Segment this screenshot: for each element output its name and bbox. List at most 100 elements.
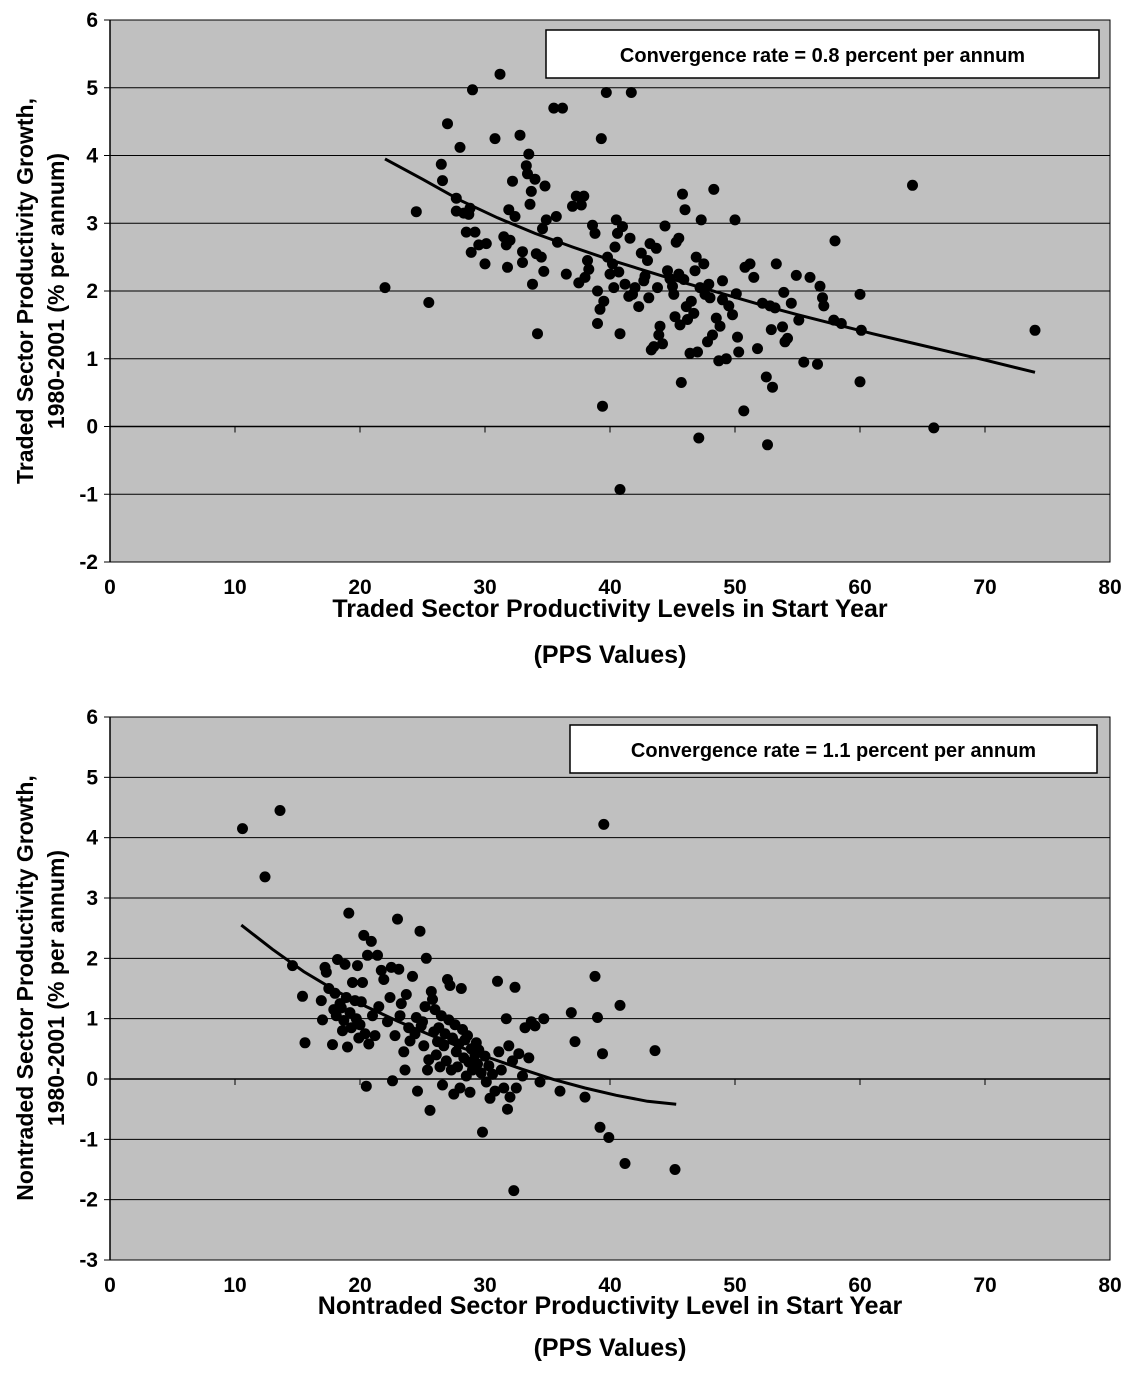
data-point (582, 255, 593, 266)
y-tick-label-5: 5 (86, 766, 98, 789)
data-point (372, 949, 383, 961)
data-point (598, 295, 610, 307)
data-point (814, 280, 826, 292)
data-point (454, 1082, 466, 1094)
plot-area (109, 716, 1111, 1261)
data-point (698, 258, 710, 270)
data-point (525, 185, 537, 197)
data-point (523, 148, 535, 160)
data-point (517, 1070, 528, 1082)
x-tick-label-40: 40 (598, 1274, 621, 1297)
data-point (480, 1076, 492, 1088)
axes (104, 716, 1111, 1261)
data-point (489, 133, 501, 145)
data-point (659, 220, 671, 232)
x-tick-label-30: 30 (473, 576, 496, 599)
data-point (337, 1025, 348, 1037)
axes (104, 19, 1111, 563)
data-point (635, 247, 647, 259)
data-point (657, 338, 668, 350)
data-point (477, 1126, 488, 1138)
data-point (527, 278, 538, 290)
data-point (387, 1075, 398, 1087)
data-point (729, 214, 741, 226)
data-point (762, 439, 773, 451)
trendline (384, 157, 1036, 374)
data-point (440, 1055, 452, 1067)
data-point (339, 958, 351, 970)
data-point (465, 246, 477, 258)
x-axis-title-line1: Nontraded Sector Productivity Level in S… (318, 1292, 903, 1320)
data-point (614, 484, 626, 495)
data-point (778, 286, 790, 298)
data-point (317, 1014, 328, 1026)
data-point (629, 282, 641, 294)
data-point (259, 871, 271, 883)
data-point (579, 1091, 591, 1103)
x-tick-label-30: 30 (473, 1274, 496, 1297)
data-point (362, 949, 373, 961)
data-point (777, 321, 788, 333)
data-point (297, 990, 308, 1002)
data-point (342, 1041, 353, 1053)
data-point (804, 271, 816, 283)
data-point (508, 1185, 520, 1197)
data-point (560, 268, 572, 280)
data-points (379, 68, 1041, 495)
data-point (648, 341, 660, 353)
data-point (483, 1060, 495, 1072)
data-point (513, 1048, 525, 1060)
data-point (793, 314, 805, 326)
data-point (498, 1082, 510, 1094)
data-point (437, 175, 448, 187)
data-point (557, 102, 568, 114)
data-point (373, 1001, 385, 1013)
data-point (535, 251, 547, 263)
data-point (744, 258, 756, 270)
data-point (812, 358, 823, 370)
data-point (327, 1039, 338, 1051)
y-tick-label-1: 1 (86, 348, 98, 371)
data-point (345, 1022, 357, 1034)
data-point (617, 221, 628, 233)
y-tick-label-2: 2 (86, 947, 98, 970)
data-point (347, 977, 358, 988)
data-point (829, 235, 841, 247)
annotation-text: Convergence rate = 1.1 percent per annum (631, 740, 1036, 762)
data-point (479, 258, 491, 270)
data-point (707, 329, 718, 341)
y-tick-label-6: 6 (86, 706, 98, 729)
trendline (240, 923, 677, 1106)
data-point (539, 180, 551, 192)
data-point (677, 188, 688, 200)
data-point (335, 1002, 347, 1014)
data-point (472, 1058, 483, 1070)
data-point (767, 381, 778, 393)
data-point (854, 376, 866, 388)
x-tick-label-60: 60 (848, 1274, 871, 1297)
data-point (692, 346, 703, 358)
data-point (652, 282, 663, 294)
x-axis-title-line2: (PPS Values) (534, 1334, 687, 1362)
data-point (720, 353, 732, 365)
data-point (704, 292, 716, 304)
data-point (798, 356, 810, 368)
data-point (597, 1048, 608, 1060)
data-point (538, 265, 550, 277)
data-point (424, 1104, 436, 1116)
data-point (589, 970, 601, 982)
data-point (738, 405, 750, 417)
data-point (369, 1030, 381, 1042)
y-tick-label-3: 3 (86, 887, 98, 910)
data-point (338, 1015, 350, 1026)
data-point (469, 226, 481, 238)
x-tick-label-20: 20 (348, 1274, 371, 1297)
data-point (392, 913, 403, 925)
data-point (567, 200, 578, 212)
data-point (688, 307, 700, 319)
data-point (624, 232, 636, 244)
data-point (407, 970, 418, 982)
data-point (343, 907, 355, 919)
data-point (495, 1064, 507, 1076)
